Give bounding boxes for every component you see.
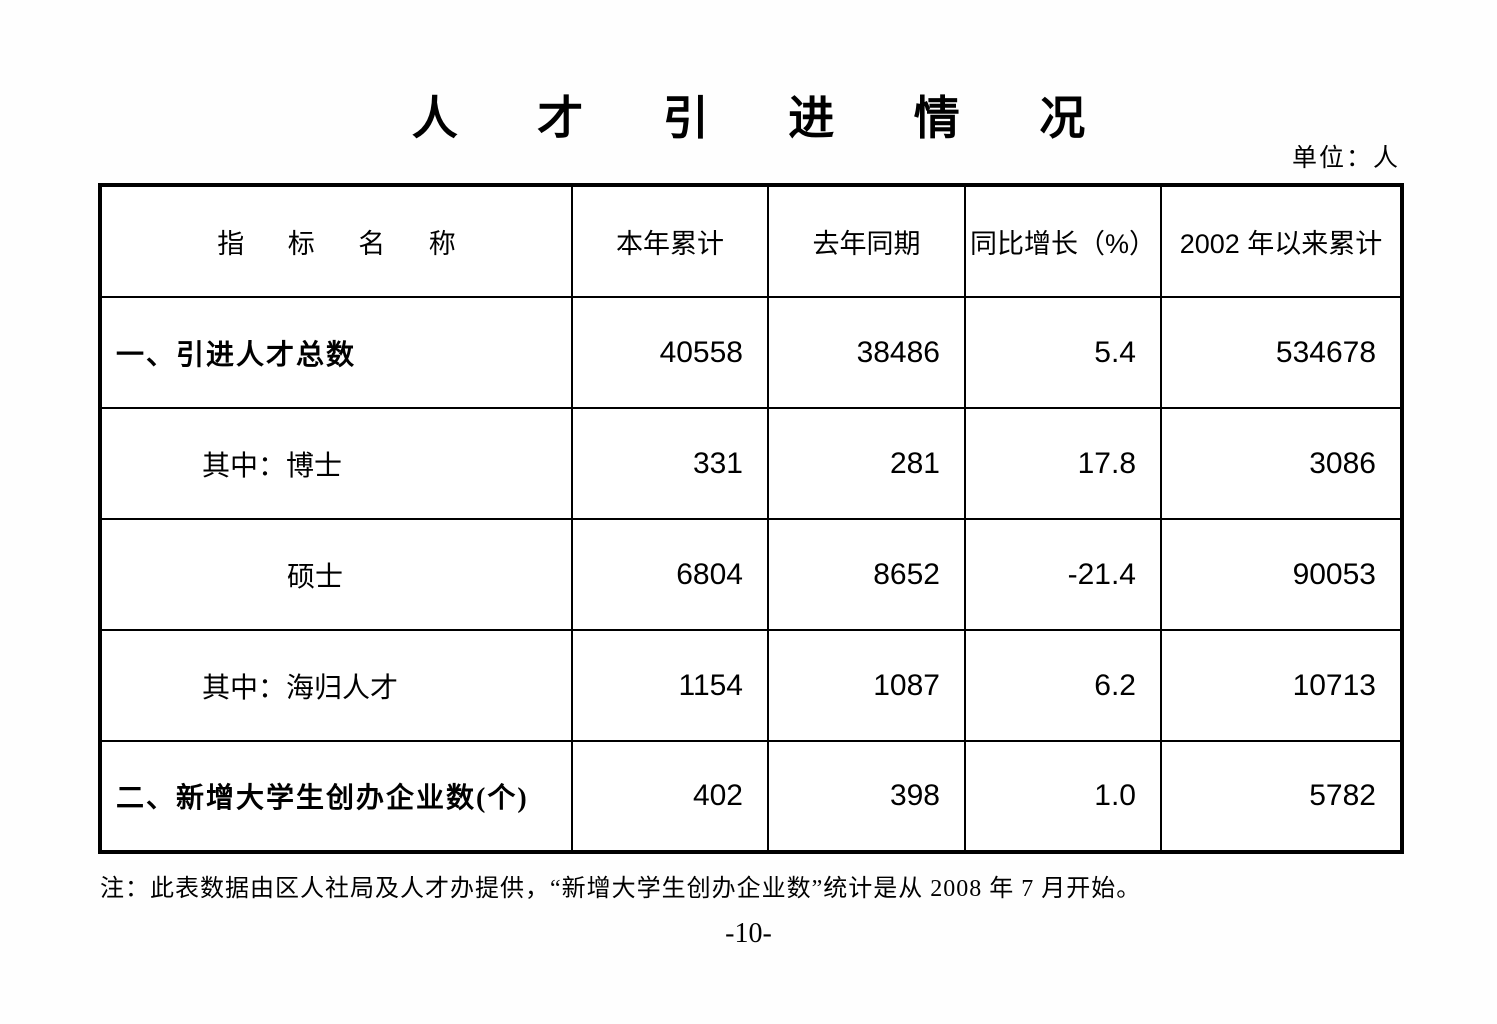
cell-value: 331 xyxy=(571,407,769,520)
table-row: 一、引进人才总数 40558 38486 5.4 534678 xyxy=(99,296,1403,409)
cell-value: 1.0 xyxy=(964,740,1162,853)
table-row: 硕士 6804 8652 -21.4 90053 xyxy=(99,518,1403,631)
cell-value: 1087 xyxy=(767,629,966,742)
cell-value: 1154 xyxy=(571,629,769,742)
table-row: 其中：海归人才 1154 1087 6.2 10713 xyxy=(99,629,1403,742)
cell-value: 398 xyxy=(767,740,966,853)
cell-value: 8652 xyxy=(767,518,966,631)
page-title: 人 才 引 进 情 况 xyxy=(411,93,1120,144)
cell-value: 6.2 xyxy=(964,629,1162,742)
cell-value: 402 xyxy=(571,740,769,853)
cell-value: 534678 xyxy=(1160,296,1403,409)
cell-value: 6804 xyxy=(571,518,769,631)
row-label-overseas-returnees: 其中：海归人才 xyxy=(99,629,573,742)
column-header-yoy-growth: 同比增长（%） xyxy=(964,184,1162,298)
unit-label: 单位：人 xyxy=(1291,145,1400,172)
cell-value: 5782 xyxy=(1160,740,1403,853)
talent-import-table: 指 标 名 称 本年累计 去年同期 同比增长（%） 2002 年以来累计 一、引… xyxy=(98,183,1404,854)
table-row: 其中：博士 331 281 17.8 3086 xyxy=(99,407,1403,520)
table-footnote: 注：此表数据由区人社局及人才办提供，“新增大学生创办企业数”统计是从 2008 … xyxy=(100,876,1142,902)
cell-value: 90053 xyxy=(1160,518,1403,631)
column-header-indicator-name: 指 标 名 称 xyxy=(99,184,573,298)
row-label-total-talent: 一、引进人才总数 xyxy=(99,296,573,409)
column-header-current-year-total: 本年累计 xyxy=(571,184,769,298)
row-label-new-student-enterprises: 二、新增大学生创办企业数(个) xyxy=(99,740,573,853)
cell-value: 3086 xyxy=(1160,407,1403,520)
row-label-doctorate: 其中：博士 xyxy=(99,407,573,520)
column-header-total-since-2002: 2002 年以来累计 xyxy=(1160,184,1403,298)
cell-value: 10713 xyxy=(1160,629,1403,742)
table-header-row: 指 标 名 称 本年累计 去年同期 同比增长（%） 2002 年以来累计 xyxy=(99,184,1403,298)
cell-value: -21.4 xyxy=(964,518,1162,631)
column-header-same-period-last-year: 去年同期 xyxy=(767,184,966,298)
table-row: 二、新增大学生创办企业数(个) 402 398 1.0 5782 xyxy=(99,740,1403,853)
cell-value: 40558 xyxy=(571,296,769,409)
cell-value: 5.4 xyxy=(964,296,1162,409)
cell-value: 281 xyxy=(767,407,966,520)
cell-value: 38486 xyxy=(767,296,966,409)
cell-value: 17.8 xyxy=(964,407,1162,520)
page-number: -10- xyxy=(725,918,772,949)
row-label-masters: 硕士 xyxy=(99,518,573,631)
